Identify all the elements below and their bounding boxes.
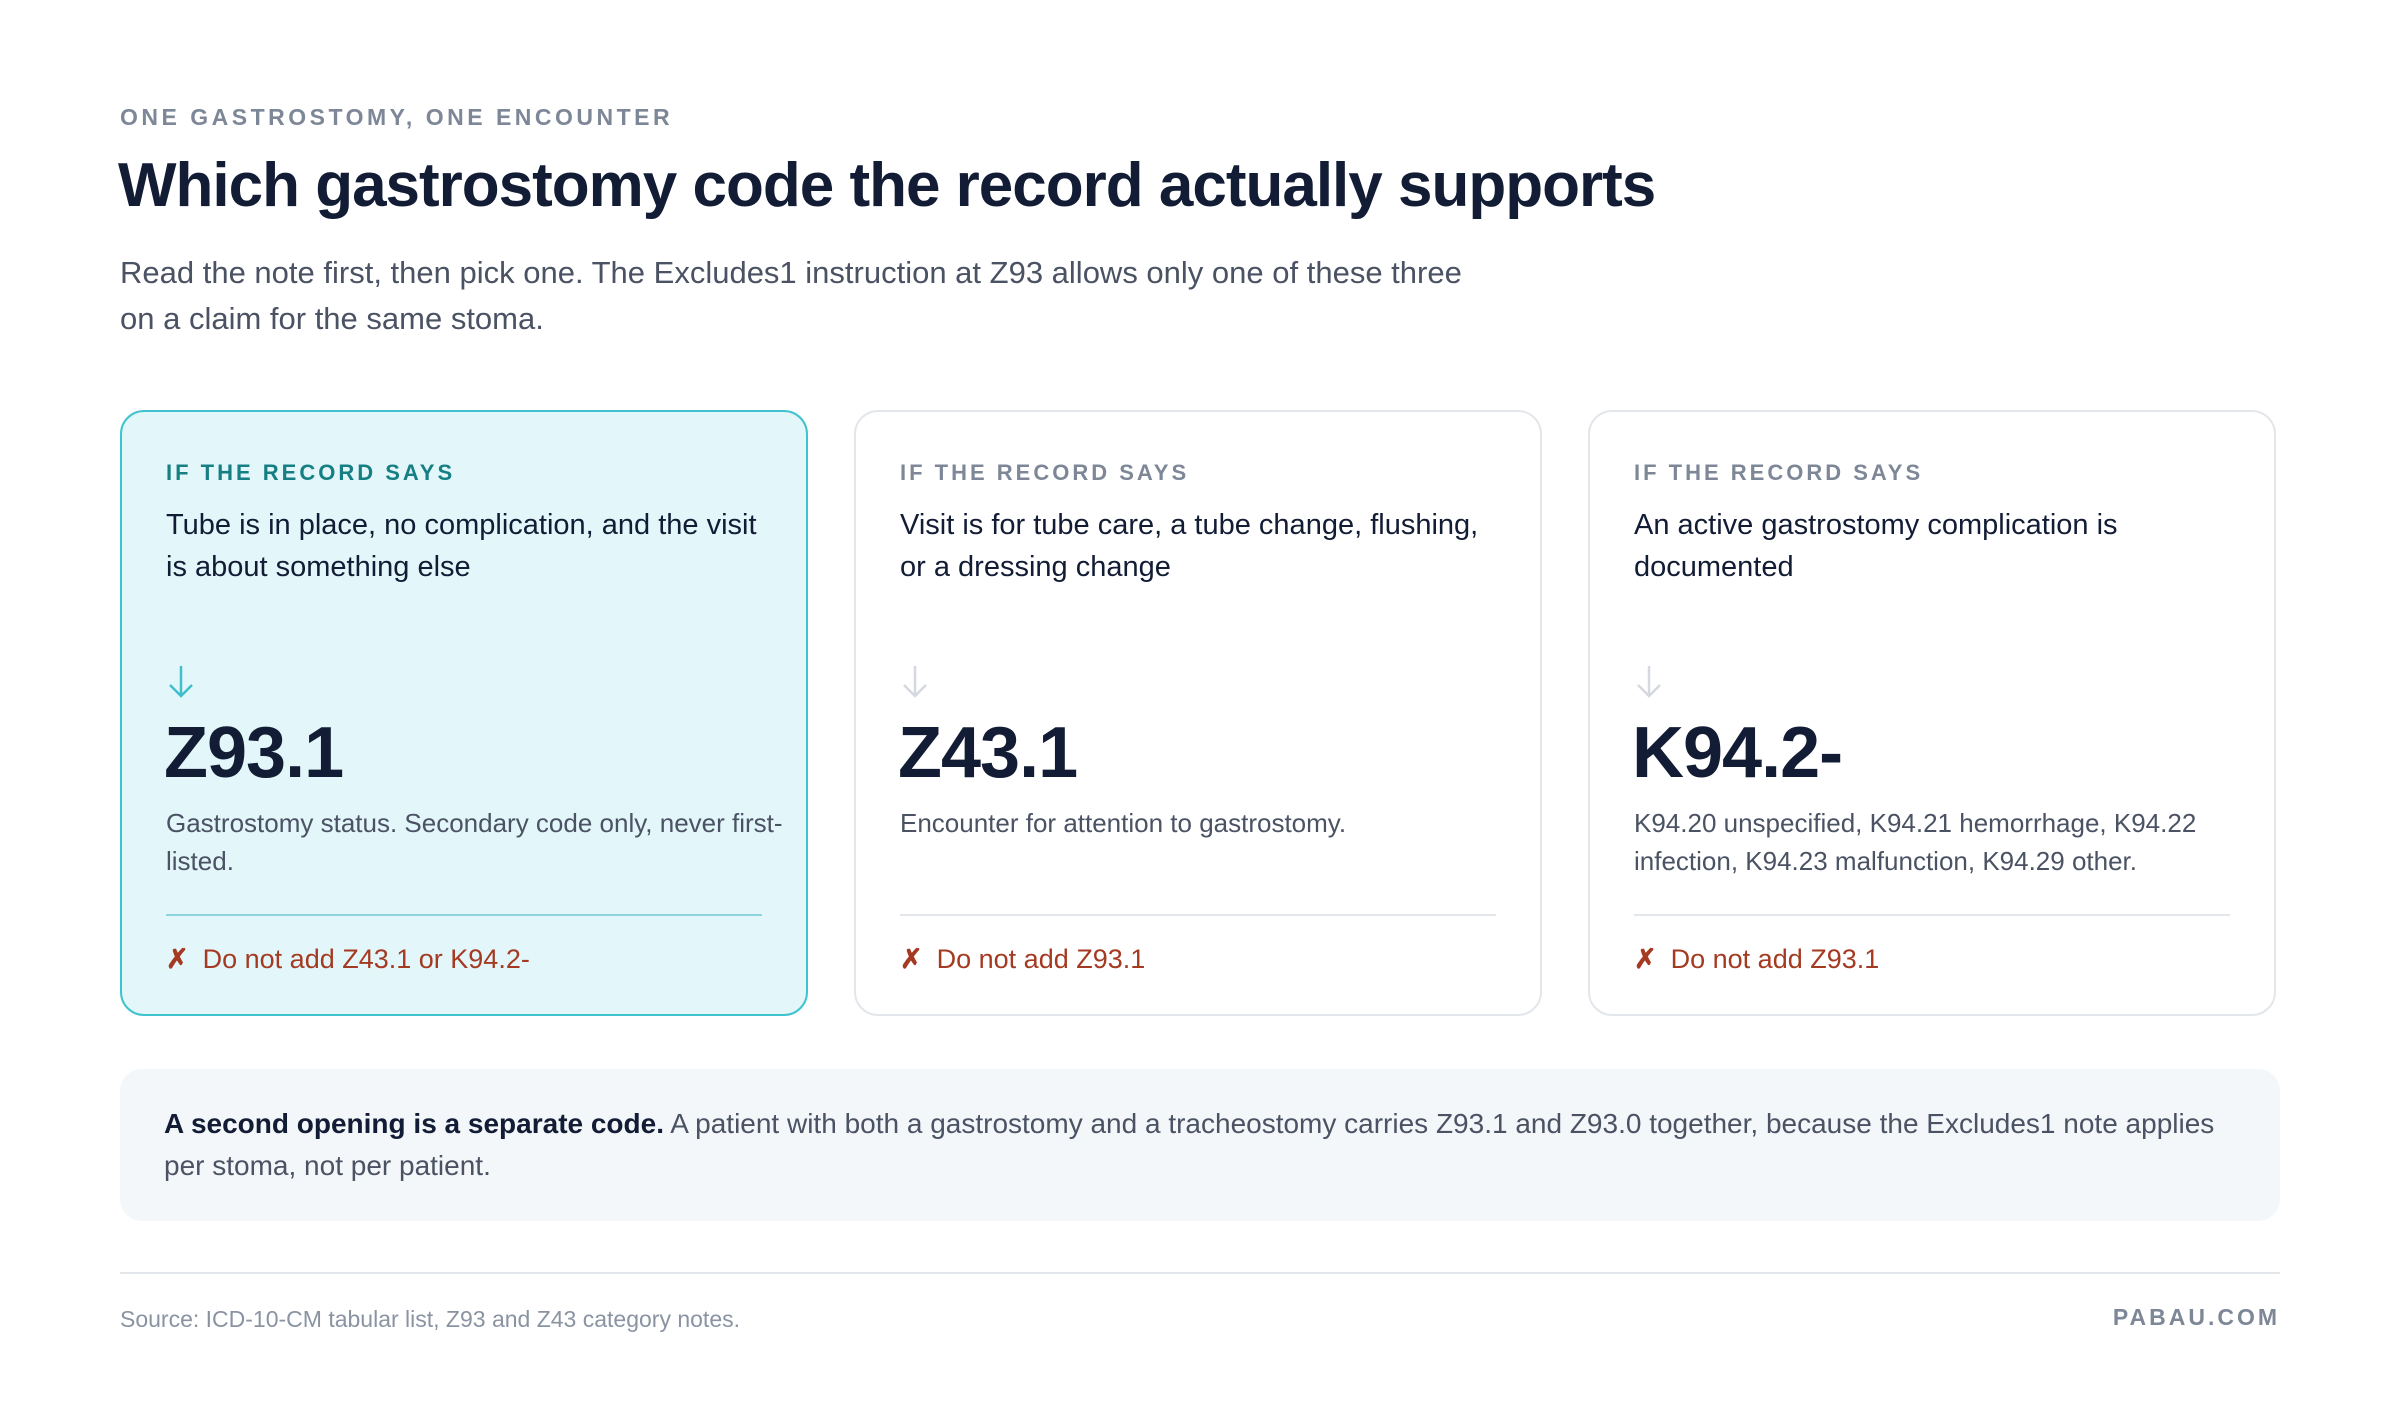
footer-divider [120, 1272, 2280, 1274]
card-description: Gastrostomy status. Secondary code only,… [166, 808, 783, 876]
card-warning-row: ✗ Do not add Z93.1 [1634, 944, 1879, 975]
note-box: A second opening is a separate code. A p… [120, 1069, 2280, 1221]
subtitle: Read the note first, then pick one. The … [120, 255, 1462, 336]
card-condition: Tube is in place, no complication, and t… [166, 509, 757, 583]
card-label: IF THE RECORD SAYS [1634, 460, 1924, 485]
eyebrow: ONE GASTROSTOMY, ONE ENCOUNTER [120, 104, 674, 130]
card-description: Encounter for attention to gastrostomy. [900, 808, 1347, 838]
note-body: A patient with both a gastrostomy and a … [164, 1108, 2215, 1181]
card-warning-row: ✗ Do not add Z43.1 or K94.2- [166, 944, 530, 975]
card-condition: Visit is for tube care, a tube change, f… [900, 509, 1479, 583]
arrow-icon [1637, 666, 1661, 698]
warning-icon: ✗ [1634, 944, 1657, 974]
card-divider [1634, 914, 2230, 916]
card-warning: Do not add Z93.1 [936, 944, 1146, 974]
brand: PABAU.COM [2112, 1304, 2280, 1330]
card-warning-row: ✗ Do not add Z93.1 [900, 944, 1145, 975]
arrow-icon [903, 666, 927, 698]
card: IF THE RECORD SAYS Tube is in place, no … [120, 410, 808, 1016]
source: Source: ICD-10-CM tabular list, Z93 and … [120, 1306, 741, 1332]
card-divider [900, 914, 1496, 916]
card: IF THE RECORD SAYS An active gastrostomy… [1588, 410, 2276, 1016]
card-description: K94.20 unspecified, K94.21 hemorrhage, K… [1634, 808, 2197, 876]
title: Which gastrostomy code the record actual… [118, 151, 1656, 220]
warning-icon: ✗ [900, 944, 923, 974]
card-label: IF THE RECORD SAYS [166, 460, 456, 485]
card-label: IF THE RECORD SAYS [900, 460, 1190, 485]
note-lead: A second opening is a separate code. [164, 1108, 664, 1139]
warning-icon: ✗ [166, 944, 189, 974]
arrow-icon [169, 666, 193, 698]
card-code: Z93.1 [164, 713, 344, 793]
card-warning: Do not add Z93.1 [1670, 944, 1880, 974]
card-condition: An active gastrostomy complication is do… [1634, 509, 2118, 583]
card-code: K94.2- [1632, 713, 1843, 793]
card-divider [166, 914, 762, 916]
card: IF THE RECORD SAYS Visit is for tube car… [854, 410, 1542, 1016]
card-code: Z43.1 [898, 713, 1078, 793]
card-warning: Do not add Z43.1 or K94.2- [202, 944, 530, 974]
